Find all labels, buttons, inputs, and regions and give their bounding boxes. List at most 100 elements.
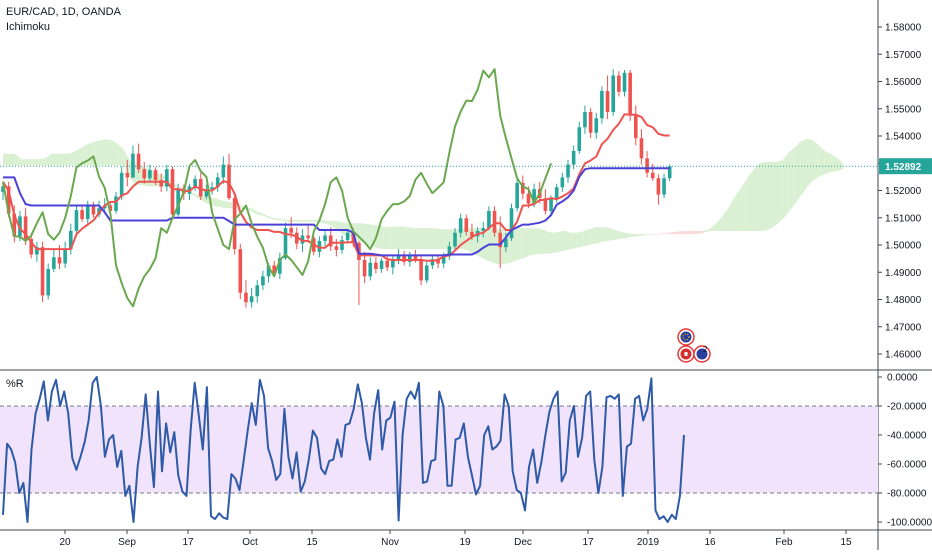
candle[interactable] (249, 288, 254, 308)
candle[interactable] (261, 270, 265, 290)
candle[interactable] (639, 129, 644, 165)
cloud-segment-bullish (746, 171, 753, 231)
candle[interactable] (52, 249, 56, 272)
candle[interactable] (148, 164, 152, 181)
candle[interactable] (170, 166, 175, 219)
candle[interactable] (447, 241, 452, 260)
candle[interactable] (594, 112, 599, 139)
candle[interactable] (340, 235, 344, 254)
candle[interactable] (198, 172, 203, 201)
candle[interactable] (80, 205, 84, 222)
candle[interactable] (323, 230, 327, 247)
candle[interactable] (588, 108, 593, 139)
cloud-segment-bullish (758, 161, 765, 231)
cloud-segment-bullish (202, 195, 209, 205)
events-badge-icon[interactable] (693, 345, 711, 363)
candle[interactable] (131, 145, 135, 179)
candle[interactable] (385, 254, 389, 271)
candle[interactable] (244, 279, 248, 308)
cloud-segment-bullish (15, 153, 22, 166)
candle[interactable] (23, 208, 28, 245)
cloud-segment-bullish (836, 157, 843, 172)
candle-body (35, 247, 39, 255)
candle[interactable] (295, 227, 299, 250)
candle[interactable] (662, 173, 666, 199)
candle[interactable] (255, 279, 260, 303)
candle[interactable] (396, 249, 401, 265)
candle[interactable] (617, 71, 621, 97)
candle[interactable] (368, 257, 373, 281)
candle[interactable] (481, 221, 486, 238)
candle[interactable] (227, 153, 231, 201)
candle[interactable] (74, 205, 79, 237)
candle[interactable] (656, 174, 661, 205)
cloud-segment-bullish (740, 179, 747, 231)
candle[interactable] (136, 143, 141, 173)
candle[interactable] (436, 255, 440, 269)
candle[interactable] (453, 228, 457, 250)
candle[interactable] (424, 260, 429, 284)
candle[interactable] (577, 121, 582, 154)
candle[interactable] (605, 75, 610, 120)
candle[interactable] (165, 164, 169, 192)
candle[interactable] (210, 181, 214, 195)
candle[interactable] (142, 161, 147, 184)
candle[interactable] (215, 172, 220, 192)
oscillator-label[interactable]: %R (6, 378, 24, 390)
candle[interactable] (193, 175, 197, 192)
candle[interactable] (566, 159, 570, 183)
candle[interactable] (600, 86, 604, 124)
candle-body (549, 199, 553, 211)
candle[interactable] (650, 163, 655, 181)
candle-body (300, 235, 305, 244)
candle[interactable] (238, 243, 243, 299)
candle[interactable] (487, 206, 491, 231)
candle-body (159, 180, 163, 187)
candle[interactable] (583, 105, 587, 134)
candle[interactable] (543, 189, 548, 215)
candle[interactable] (362, 251, 367, 284)
cloud-segment-bullish (800, 138, 807, 196)
candle[interactable] (379, 258, 384, 273)
candle[interactable] (571, 145, 576, 170)
candle[interactable] (221, 156, 226, 184)
cloud-segment-bullish (81, 144, 88, 166)
cloud-segment-bullish (583, 229, 590, 247)
candle[interactable] (204, 184, 209, 200)
candle[interactable] (391, 255, 395, 275)
candle[interactable] (328, 227, 333, 251)
candle[interactable] (46, 263, 50, 300)
candle[interactable] (40, 241, 45, 302)
cloud-segment-bullish (516, 228, 523, 260)
candle[interactable] (125, 159, 130, 187)
candle[interactable] (464, 214, 469, 236)
price-tick-label: 1.57000 (885, 50, 922, 61)
candle[interactable] (458, 213, 463, 238)
candle[interactable] (628, 70, 632, 122)
cloud-segment-bearish (673, 231, 680, 235)
ca-flag-icon[interactable] (677, 345, 695, 363)
candle[interactable] (498, 216, 502, 269)
candle[interactable] (509, 203, 514, 241)
candle-body (125, 172, 130, 178)
candle[interactable] (515, 179, 519, 212)
candle[interactable] (560, 172, 565, 192)
candle[interactable] (402, 250, 406, 266)
cloud-segment-bullish (776, 160, 783, 225)
candle[interactable] (634, 105, 638, 146)
candle[interactable] (374, 257, 378, 274)
candle[interactable] (35, 241, 39, 262)
indicator-label[interactable]: Ichimoku (6, 21, 51, 33)
candle[interactable] (278, 252, 282, 280)
cloud-segment-bullish (788, 147, 795, 213)
candle[interactable] (622, 70, 627, 97)
eu-flag-icon[interactable] (677, 328, 695, 346)
candle[interactable] (492, 206, 497, 237)
candle[interactable] (63, 241, 67, 269)
candle-body (481, 228, 486, 231)
candle[interactable] (611, 69, 615, 116)
candle[interactable] (645, 150, 649, 178)
candle[interactable] (29, 232, 34, 259)
cloud-segment-bullish (377, 225, 384, 250)
